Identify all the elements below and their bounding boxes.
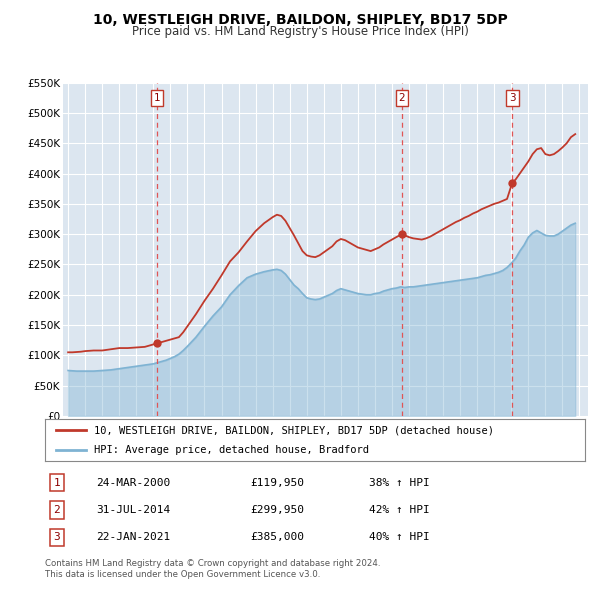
Text: 2: 2 [398,93,405,103]
Text: £299,950: £299,950 [250,505,304,515]
Text: 3: 3 [509,93,515,103]
Text: 10, WESTLEIGH DRIVE, BAILDON, SHIPLEY, BD17 5DP: 10, WESTLEIGH DRIVE, BAILDON, SHIPLEY, B… [92,13,508,27]
Text: 38% ↑ HPI: 38% ↑ HPI [369,478,430,487]
Text: £385,000: £385,000 [250,533,304,542]
Text: This data is licensed under the Open Government Licence v3.0.: This data is licensed under the Open Gov… [45,570,320,579]
Text: 22-JAN-2021: 22-JAN-2021 [96,533,170,542]
Text: 24-MAR-2000: 24-MAR-2000 [96,478,170,487]
Text: 10, WESTLEIGH DRIVE, BAILDON, SHIPLEY, BD17 5DP (detached house): 10, WESTLEIGH DRIVE, BAILDON, SHIPLEY, B… [94,425,494,435]
Text: HPI: Average price, detached house, Bradford: HPI: Average price, detached house, Brad… [94,445,368,455]
Text: 1: 1 [154,93,161,103]
Text: £119,950: £119,950 [250,478,304,487]
Text: 3: 3 [53,533,60,542]
Text: 42% ↑ HPI: 42% ↑ HPI [369,505,430,515]
Text: 2: 2 [53,505,60,515]
Text: 40% ↑ HPI: 40% ↑ HPI [369,533,430,542]
Text: Contains HM Land Registry data © Crown copyright and database right 2024.: Contains HM Land Registry data © Crown c… [45,559,380,568]
Text: Price paid vs. HM Land Registry's House Price Index (HPI): Price paid vs. HM Land Registry's House … [131,25,469,38]
Text: 1: 1 [53,478,60,487]
Text: 31-JUL-2014: 31-JUL-2014 [96,505,170,515]
